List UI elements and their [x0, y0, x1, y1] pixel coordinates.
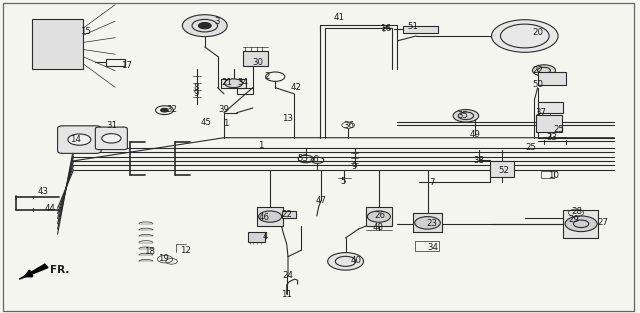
Text: 26: 26 — [374, 212, 386, 220]
Circle shape — [532, 65, 556, 76]
Text: 50: 50 — [532, 80, 543, 89]
Text: 40: 40 — [351, 256, 362, 265]
Text: 23: 23 — [426, 219, 438, 228]
Text: 13: 13 — [282, 115, 294, 123]
Text: 10: 10 — [548, 171, 559, 180]
Text: 38: 38 — [473, 156, 484, 165]
Text: 45: 45 — [200, 118, 212, 127]
Text: 17: 17 — [121, 61, 132, 70]
Text: 21: 21 — [221, 79, 233, 87]
Text: 29: 29 — [569, 215, 579, 223]
Bar — [415, 241, 439, 251]
Bar — [541, 171, 554, 178]
Circle shape — [102, 134, 121, 143]
Text: 25: 25 — [525, 143, 537, 151]
Text: 43: 43 — [37, 187, 49, 196]
Bar — [490, 161, 514, 177]
Text: 44: 44 — [44, 204, 56, 213]
Text: 24: 24 — [282, 271, 294, 280]
Text: 22: 22 — [281, 210, 292, 219]
Text: 34: 34 — [237, 79, 249, 87]
Bar — [248, 232, 265, 242]
Bar — [221, 79, 246, 88]
FancyBboxPatch shape — [58, 126, 101, 153]
Bar — [538, 102, 563, 113]
Text: 11: 11 — [280, 290, 292, 299]
FancyBboxPatch shape — [95, 127, 127, 150]
Text: 12: 12 — [180, 246, 191, 255]
Text: 14: 14 — [70, 135, 81, 144]
Text: 6: 6 — [312, 155, 317, 164]
Bar — [106, 59, 125, 66]
Circle shape — [565, 216, 597, 232]
Bar — [563, 210, 598, 238]
Text: 47: 47 — [316, 196, 327, 205]
Text: 16: 16 — [380, 24, 392, 33]
Text: 15: 15 — [79, 27, 91, 36]
Bar — [243, 51, 268, 66]
Text: 39: 39 — [219, 105, 229, 114]
Text: 41: 41 — [333, 13, 345, 22]
Text: 8: 8 — [193, 83, 198, 92]
Bar — [536, 115, 562, 132]
Circle shape — [182, 15, 227, 37]
Bar — [32, 19, 83, 69]
Circle shape — [259, 211, 282, 222]
Text: 46: 46 — [259, 213, 270, 222]
Text: 37: 37 — [535, 108, 547, 117]
Text: 28: 28 — [572, 207, 583, 216]
Circle shape — [161, 108, 168, 112]
Text: 49: 49 — [470, 130, 480, 139]
Text: 36: 36 — [343, 121, 355, 130]
Text: 27: 27 — [597, 218, 609, 227]
Circle shape — [415, 217, 440, 229]
Text: 9: 9 — [351, 162, 356, 171]
Bar — [403, 26, 438, 33]
Text: 18: 18 — [144, 248, 156, 256]
Text: 48: 48 — [372, 223, 383, 232]
Text: 34: 34 — [428, 243, 439, 252]
Text: 19: 19 — [158, 254, 168, 263]
Circle shape — [328, 253, 364, 270]
Text: 52: 52 — [499, 166, 510, 175]
Circle shape — [198, 23, 211, 29]
Text: 32: 32 — [166, 105, 177, 114]
Circle shape — [453, 110, 479, 122]
Bar — [413, 213, 442, 232]
Text: 35: 35 — [457, 111, 468, 120]
Circle shape — [68, 134, 91, 145]
Text: 5: 5 — [340, 177, 346, 186]
Bar — [282, 211, 296, 218]
Text: 1: 1 — [223, 119, 228, 128]
Text: 4: 4 — [263, 232, 268, 241]
Text: 1: 1 — [259, 141, 264, 150]
Text: 3: 3 — [215, 18, 220, 26]
Circle shape — [225, 79, 243, 88]
Text: 31: 31 — [106, 121, 118, 130]
Bar — [538, 72, 566, 85]
Circle shape — [367, 211, 390, 222]
Polygon shape — [19, 264, 48, 279]
Bar — [237, 88, 253, 94]
Text: FR.: FR. — [50, 265, 69, 275]
Text: 2: 2 — [265, 72, 270, 81]
Text: 51: 51 — [407, 22, 419, 31]
Text: 25: 25 — [553, 126, 564, 134]
Bar — [257, 207, 283, 226]
Circle shape — [492, 20, 558, 52]
Text: 30: 30 — [252, 58, 264, 67]
Text: 7: 7 — [429, 178, 435, 187]
Text: 33: 33 — [546, 133, 557, 142]
Bar — [366, 207, 392, 226]
Text: 53: 53 — [297, 154, 308, 162]
Text: 20: 20 — [532, 28, 543, 37]
Text: 42: 42 — [291, 83, 302, 92]
Text: 9: 9 — [193, 90, 198, 98]
Text: 22: 22 — [532, 66, 544, 75]
